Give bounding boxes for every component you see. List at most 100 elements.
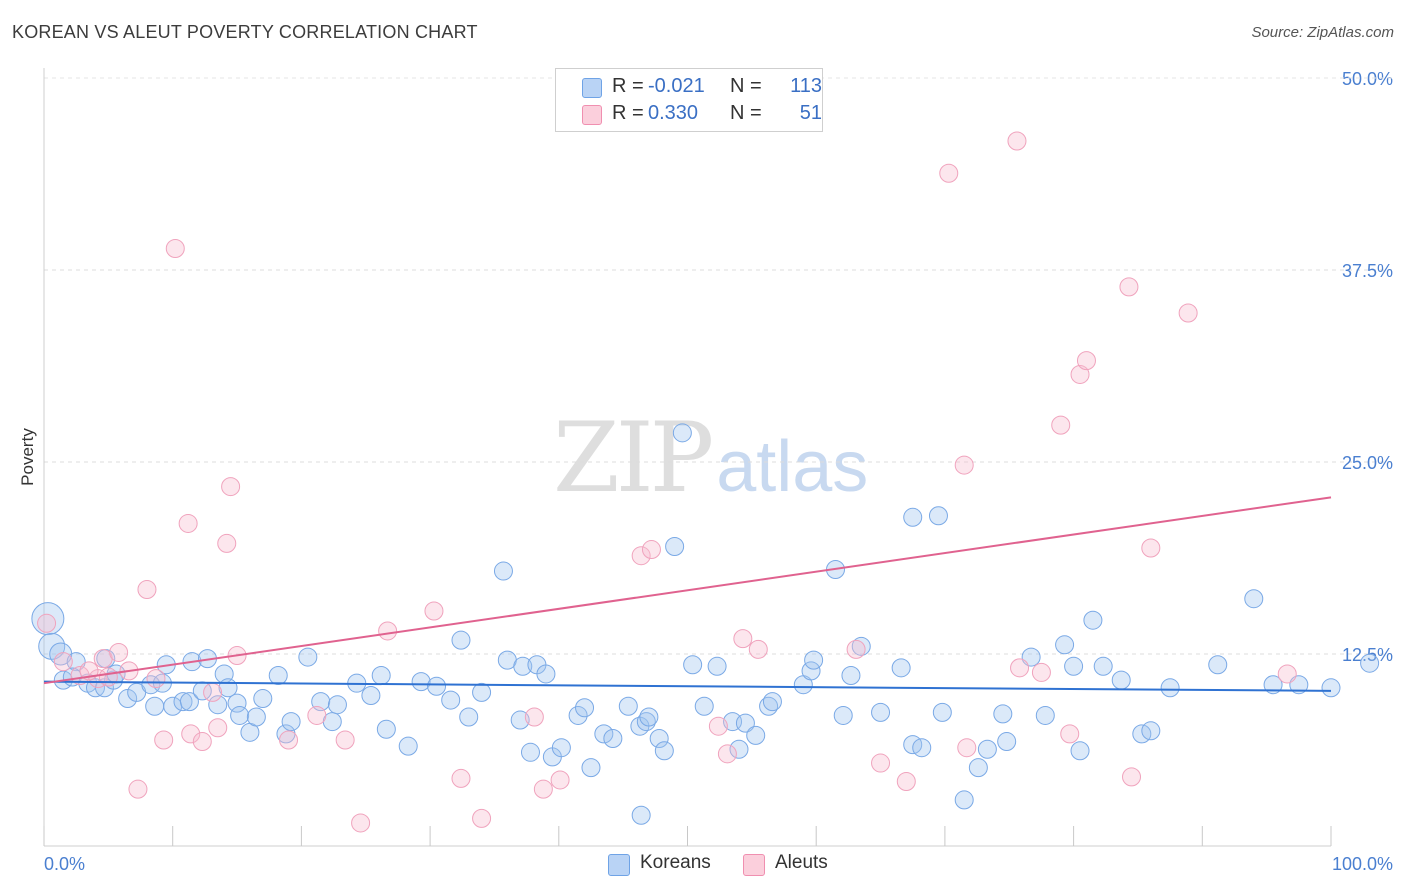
- korean-point: [762, 692, 782, 712]
- korean-point: [694, 696, 714, 716]
- korean-point: [510, 710, 530, 730]
- aleut-point: [178, 513, 198, 533]
- korean-point: [493, 561, 513, 581]
- aleut-point: [37, 613, 57, 633]
- aleut-point: [181, 724, 201, 744]
- korean-point: [361, 685, 381, 705]
- korean-point: [411, 672, 431, 692]
- korean-point: [1083, 610, 1103, 630]
- aleut-point: [208, 718, 228, 738]
- koreans-legend-swatch: [608, 854, 630, 876]
- y-tick-label: 37.5%: [1342, 261, 1393, 281]
- korean-point: [371, 666, 391, 686]
- aleut-point: [708, 716, 728, 736]
- aleuts-legend-label: Aleuts: [775, 852, 828, 873]
- aleut-point: [846, 639, 866, 659]
- korean-point: [398, 736, 418, 756]
- aleut-point: [70, 666, 90, 686]
- koreans-legend-label: Koreans: [640, 852, 711, 873]
- korean-point: [639, 707, 659, 727]
- korean-point: [977, 739, 997, 759]
- aleut-point: [1076, 351, 1096, 371]
- aleut-point: [896, 771, 916, 791]
- korean-point: [833, 705, 853, 725]
- aleuts-n-label: N =: [730, 102, 762, 124]
- aleut-point: [279, 730, 299, 750]
- korean-point: [851, 636, 871, 656]
- watermark-zip: ZIP: [553, 402, 714, 514]
- korean-point: [1360, 653, 1380, 673]
- korean-point: [735, 713, 755, 733]
- aleut-point: [137, 579, 157, 599]
- korean-point: [1321, 678, 1341, 698]
- aleut-point: [217, 533, 237, 553]
- aleut-point: [954, 455, 974, 475]
- korean-point: [729, 739, 749, 759]
- aleut-point: [1122, 767, 1142, 787]
- korean-point: [631, 805, 651, 825]
- korean-point: [536, 664, 556, 684]
- korean-point: [1064, 656, 1084, 676]
- korean-point: [1093, 656, 1113, 676]
- korean-point: [1208, 655, 1228, 675]
- y-axis-label: Poverty: [18, 428, 37, 486]
- korean-point: [707, 656, 727, 676]
- korean-point: [1160, 678, 1180, 698]
- korean-point: [954, 790, 974, 810]
- aleuts-swatch: [582, 105, 602, 125]
- korean-point: [441, 690, 461, 710]
- aleut-point: [1070, 364, 1090, 384]
- aleut-point: [1141, 538, 1161, 558]
- aleut-point: [451, 768, 471, 788]
- korean-point: [654, 741, 674, 761]
- aleut-point: [351, 813, 371, 833]
- aleut-point: [472, 808, 492, 828]
- korean-point: [208, 695, 228, 715]
- korean-point: [376, 719, 396, 739]
- aleut-point: [631, 546, 651, 566]
- korean-point: [568, 705, 588, 725]
- aleut-point: [641, 540, 661, 560]
- korean-point: [427, 676, 447, 696]
- y-tick-label: 25.0%: [1342, 453, 1393, 473]
- korean-point: [1111, 670, 1131, 690]
- korean-point: [618, 696, 638, 716]
- aleuts-r-value: 0.330: [648, 102, 699, 124]
- koreans-r-label: R =: [612, 75, 644, 97]
- korean-point: [230, 705, 250, 725]
- y-tick-label: 12.5%: [1342, 645, 1393, 665]
- aleut-point: [1051, 415, 1071, 435]
- korean-point: [932, 702, 952, 722]
- aleut-point: [378, 621, 398, 641]
- aleut-point: [203, 682, 223, 702]
- koreans-r-value: -0.021: [648, 75, 705, 97]
- korean-point: [891, 658, 911, 678]
- aleut-point: [733, 629, 753, 649]
- korean-point: [145, 696, 165, 716]
- aleut-point: [154, 730, 174, 750]
- aleut-point: [192, 732, 212, 752]
- koreans-n-value: 113: [790, 75, 822, 97]
- korean-point: [246, 707, 266, 727]
- aleut-point: [128, 779, 148, 799]
- korean-point: [649, 728, 669, 748]
- aleuts-n-value: 51: [799, 102, 822, 124]
- source-label: Source: ZipAtlas.com: [1251, 24, 1394, 41]
- aleut-trend-line: [43, 496, 1332, 685]
- korean-trend-line: [43, 680, 1332, 692]
- korean-point: [520, 742, 540, 762]
- aleut-point: [524, 707, 544, 727]
- korean-point: [38, 632, 66, 660]
- korean-point: [451, 630, 471, 650]
- korean-point: [903, 507, 923, 527]
- aleut-point: [165, 238, 185, 258]
- aleut-point: [1010, 658, 1030, 678]
- aleut-point: [221, 477, 241, 497]
- korean-point: [253, 689, 273, 709]
- korean-point: [665, 536, 685, 556]
- aleut-point: [146, 669, 166, 689]
- y-tick-label: 50.0%: [1342, 69, 1393, 89]
- aleut-point: [424, 601, 444, 621]
- korean-point: [327, 695, 347, 715]
